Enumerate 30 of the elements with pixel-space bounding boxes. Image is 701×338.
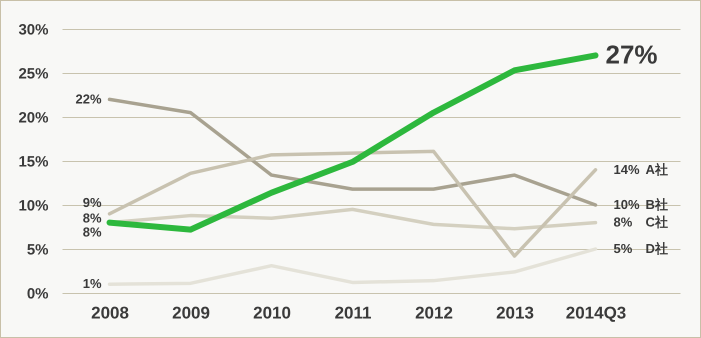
data-label: 9% [82, 194, 102, 210]
y-tick-label: 0% [26, 286, 48, 302]
data-label: 27% [606, 39, 658, 70]
line-series [108, 247, 598, 286]
text: D社 [646, 241, 668, 256]
data-label: 8% [82, 224, 102, 240]
y-tick-label: 20% [18, 110, 48, 126]
x-tick-label: 2014Q3 [566, 304, 626, 322]
data-label: 5% [614, 241, 633, 256]
x-tick-label: 2011 [334, 304, 372, 322]
y-tick-label: 10% [18, 198, 48, 214]
x-tick-label: 2008 [91, 304, 129, 322]
data-label: 22% [75, 91, 102, 106]
y-tick-label: 5% [26, 242, 48, 258]
text: C社 [646, 214, 668, 230]
data-label: 10% [614, 197, 640, 212]
data-label: 14% [614, 162, 640, 177]
x-tick-label: 2013 [496, 304, 534, 322]
y-tick-label: 15% [18, 154, 48, 170]
x-tick-label: 2012 [415, 304, 453, 322]
line-series [108, 98, 598, 207]
data-label: 8% [614, 214, 633, 230]
y-tick-label: 30% [18, 22, 48, 38]
data-label: 8% [82, 210, 102, 226]
text: A社 [646, 162, 668, 177]
x-tick-label: 2010 [253, 304, 291, 322]
x-tick-label: 2009 [172, 304, 210, 322]
y-tick-label: 25% [18, 66, 48, 82]
data-label: 1% [82, 276, 102, 292]
text: B社 [646, 197, 668, 212]
